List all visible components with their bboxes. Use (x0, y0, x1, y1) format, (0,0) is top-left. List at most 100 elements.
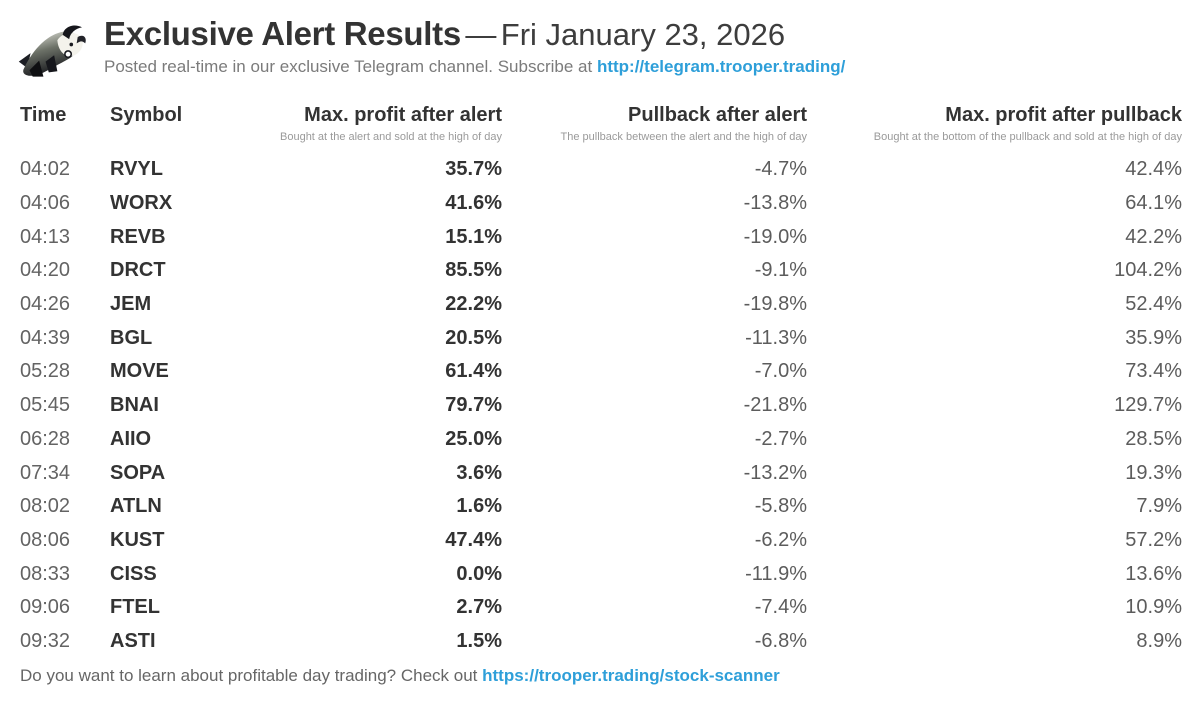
cell-time: 04:20 (20, 259, 71, 282)
col-subheader-pullback-after-alert: The pullback between the alert and the h… (560, 131, 807, 143)
stock-scanner-link[interactable]: https://trooper.trading/stock-scanner (482, 666, 780, 686)
cell-time: 04:39 (20, 326, 71, 349)
cell-max-profit-after-pullback: 35.9% (1125, 326, 1182, 349)
cell-time: 09:32 (20, 629, 71, 652)
cell-symbol: ATLN (110, 495, 162, 518)
table-row: 08:33 CISS 0.0% -11.9% 13.6% (20, 557, 1182, 591)
cell-max-profit-after-pullback: 42.4% (1125, 158, 1182, 181)
col-subheader-max-profit-after-alert: Bought at the alert and sold at the high… (280, 131, 502, 143)
cell-pullback-after-alert: -2.7% (754, 427, 807, 450)
table-row: 04:13 REVB 15.1% -19.0% 42.2% (20, 220, 1182, 254)
cell-pullback-after-alert: -13.2% (743, 461, 807, 484)
table-row: 04:06 WORX 41.6% -13.8% 64.1% (20, 187, 1182, 221)
cell-symbol: FTEL (110, 596, 160, 619)
bull-logo-icon (16, 22, 88, 82)
subtitle-text: Posted real-time in our exclusive Telegr… (104, 57, 593, 77)
cell-max-profit-after-alert: 1.6% (456, 495, 502, 518)
cell-symbol: WORX (110, 192, 173, 215)
cell-max-profit-after-alert: 41.6% (445, 192, 502, 215)
cell-pullback-after-alert: -6.8% (754, 629, 807, 652)
page-title: Exclusive Alert Results (104, 15, 461, 52)
title-line: Exclusive Alert Results — Fri January 23… (104, 14, 845, 54)
col-header-pullback-after-alert: Pullback after alert (628, 104, 807, 126)
cell-pullback-after-alert: -7.4% (754, 596, 807, 619)
cell-symbol: RVYL (110, 158, 163, 181)
col-header-time: Time (20, 104, 67, 126)
cell-pullback-after-alert: -11.3% (745, 326, 807, 349)
cell-symbol: JEM (110, 293, 152, 316)
cell-symbol: MOVE (110, 360, 169, 383)
col-header-symbol: Symbol (110, 104, 183, 126)
col-header-max-profit-after-alert: Max. profit after alert (304, 104, 502, 126)
cell-symbol: SOPA (110, 461, 166, 484)
cell-time: 08:02 (20, 495, 71, 518)
table-row: 09:06 FTEL 2.7% -7.4% 10.9% (20, 591, 1182, 625)
cell-time: 04:13 (20, 225, 71, 248)
cell-max-profit-after-alert: 22.2% (445, 293, 502, 316)
cell-symbol: REVB (110, 225, 166, 248)
header: Exclusive Alert Results — Fri January 23… (0, 0, 1200, 82)
footer: Do you want to learn about profitable da… (20, 666, 1200, 686)
cell-symbol: BGL (110, 326, 153, 349)
cell-symbol: KUST (110, 528, 165, 551)
cell-max-profit-after-pullback: 42.2% (1125, 225, 1182, 248)
cell-max-profit-after-alert: 61.4% (445, 360, 502, 383)
cell-pullback-after-alert: -9.1% (754, 259, 807, 282)
cell-max-profit-after-pullback: 129.7% (1114, 394, 1182, 417)
cell-pullback-after-alert: -21.8% (743, 394, 807, 417)
cell-time: 05:45 (20, 394, 71, 417)
cell-pullback-after-alert: -13.8% (743, 192, 807, 215)
cell-max-profit-after-pullback: 19.3% (1125, 461, 1182, 484)
cell-time: 05:28 (20, 360, 71, 383)
cell-time: 08:06 (20, 528, 71, 551)
cell-pullback-after-alert: -5.8% (754, 495, 807, 518)
cell-max-profit-after-alert: 85.5% (445, 259, 502, 282)
table-row: 04:02 RVYL 35.7% -4.7% 42.4% (20, 153, 1182, 187)
table-row: 05:28 MOVE 61.4% -7.0% 73.4% (20, 355, 1182, 389)
footer-text: Do you want to learn about profitable da… (20, 666, 478, 686)
cell-max-profit-after-alert: 47.4% (445, 528, 502, 551)
cell-max-profit-after-pullback: 13.6% (1125, 562, 1182, 585)
cell-max-profit-after-alert: 3.6% (456, 461, 502, 484)
cell-time: 06:28 (20, 427, 71, 450)
cell-max-profit-after-pullback: 57.2% (1125, 528, 1182, 551)
table-header-row: Time Symbol Max. profit after alert Boug… (20, 104, 1182, 153)
table-row: 05:45 BNAI 79.7% -21.8% 129.7% (20, 389, 1182, 423)
cell-max-profit-after-alert: 35.7% (445, 158, 502, 181)
alert-results-table: Time Symbol Max. profit after alert Boug… (20, 104, 1182, 658)
cell-max-profit-after-pullback: 104.2% (1114, 259, 1182, 282)
cell-max-profit-after-pullback: 64.1% (1125, 192, 1182, 215)
cell-symbol: AIIO (110, 427, 152, 450)
telegram-link[interactable]: http://telegram.trooper.trading/ (596, 57, 846, 77)
cell-max-profit-after-alert: 20.5% (445, 326, 502, 349)
table-row: 06:28 AIIO 25.0% -2.7% 28.5% (20, 423, 1182, 457)
cell-max-profit-after-alert: 0.0% (456, 562, 502, 585)
col-subheader-max-profit-after-pullback: Bought at the bottom of the pullback and… (873, 131, 1182, 143)
cell-symbol: BNAI (110, 394, 159, 417)
cell-max-profit-after-alert: 1.5% (456, 629, 502, 652)
cell-max-profit-after-pullback: 28.5% (1125, 427, 1182, 450)
subtitle: Posted real-time in our exclusive Telegr… (104, 57, 845, 77)
cell-pullback-after-alert: -6.2% (754, 528, 807, 551)
cell-max-profit-after-alert: 2.7% (456, 596, 502, 619)
cell-max-profit-after-pullback: 7.9% (1136, 495, 1182, 518)
cell-pullback-after-alert: -19.8% (743, 293, 807, 316)
title-separator: — (465, 17, 497, 52)
col-header-max-profit-after-pullback: Max. profit after pullback (945, 104, 1182, 126)
cell-pullback-after-alert: -4.7% (754, 158, 807, 181)
table-row: 04:26 JEM 22.2% -19.8% 52.4% (20, 288, 1182, 322)
cell-pullback-after-alert: -11.9% (745, 562, 807, 585)
table-row: 07:34 SOPA 3.6% -13.2% 19.3% (20, 456, 1182, 490)
table-row: 04:39 BGL 20.5% -11.3% 35.9% (20, 321, 1182, 355)
cell-max-profit-after-pullback: 10.9% (1125, 596, 1182, 619)
cell-time: 04:02 (20, 158, 71, 181)
cell-max-profit-after-alert: 15.1% (445, 225, 502, 248)
table-row: 08:06 KUST 47.4% -6.2% 57.2% (20, 524, 1182, 558)
cell-max-profit-after-pullback: 73.4% (1125, 360, 1182, 383)
cell-time: 04:06 (20, 192, 71, 215)
header-text: Exclusive Alert Results — Fri January 23… (104, 14, 845, 77)
cell-symbol: DRCT (110, 259, 166, 282)
table-row: 04:20 DRCT 85.5% -9.1% 104.2% (20, 254, 1182, 288)
cell-pullback-after-alert: -19.0% (743, 225, 807, 248)
